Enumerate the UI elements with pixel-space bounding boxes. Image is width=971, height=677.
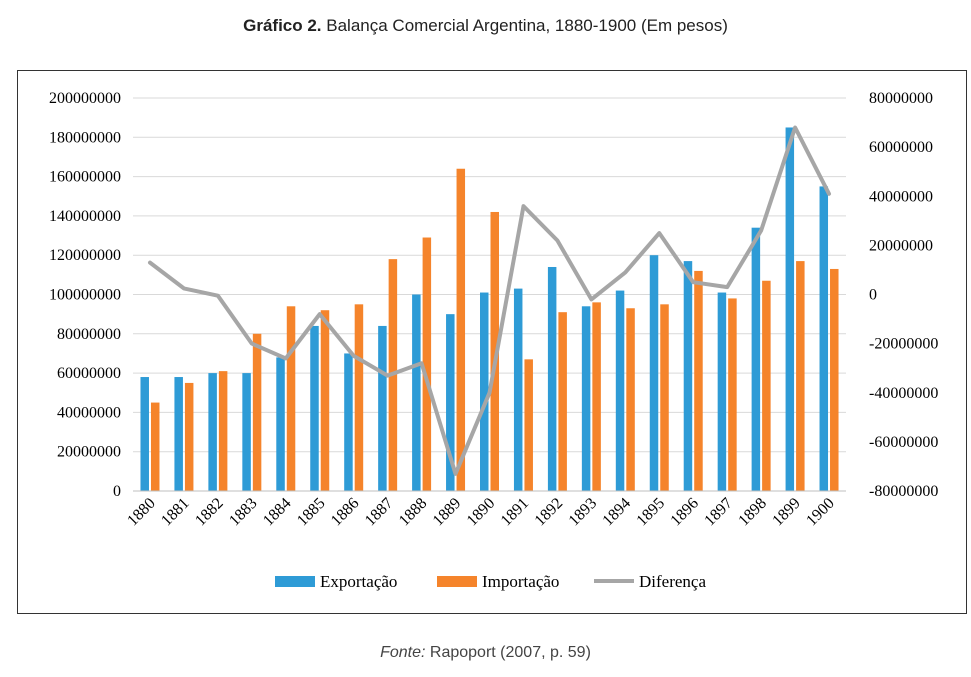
chart-frame: [17, 70, 967, 614]
y-left-tick-label: 120000000: [49, 247, 121, 264]
bar-importacao: [150, 402, 160, 491]
bar-importacao: [354, 304, 364, 491]
x-tick-label: 1881: [158, 495, 193, 530]
bar-exportacao: [208, 373, 217, 491]
x-tick-label: 1896: [667, 495, 702, 530]
bar-importacao: [524, 359, 533, 491]
x-tick-label: 1899: [769, 495, 804, 530]
x-tick-label: 1890: [464, 495, 499, 530]
bar-importacao: [694, 270, 703, 491]
x-tick-label: 1884: [260, 495, 295, 530]
bar-importacao: [320, 310, 330, 491]
bar-exportacao: [480, 292, 489, 491]
x-tick-label: 1883: [226, 495, 261, 530]
x-tick-label: 1888: [396, 495, 431, 530]
bar-importacao: [184, 382, 194, 491]
bar-importacao: [626, 308, 635, 491]
y-right-tick-label: 0: [869, 287, 877, 304]
bar-importacao: [796, 261, 805, 491]
x-tick-label: 1882: [192, 495, 227, 530]
y-right-tick-label: -20000000: [869, 336, 938, 353]
bar-importacao: [660, 304, 669, 491]
y-left-tick-label: 160000000: [49, 169, 121, 186]
bar-exportacao: [547, 266, 557, 491]
bar-importacao: [218, 371, 228, 491]
y-left-tick-label: 20000000: [57, 444, 121, 461]
y-right-tick-label: 20000000: [869, 237, 933, 254]
bar-exportacao: [819, 186, 829, 492]
x-tick-label: 1895: [633, 495, 668, 530]
bar-exportacao: [717, 292, 727, 491]
bar-exportacao: [140, 377, 149, 491]
x-tick-label: 1891: [498, 495, 533, 530]
legend-swatch: [437, 576, 477, 587]
x-tick-label: 1886: [328, 495, 363, 530]
x-tick-label: 1885: [294, 495, 329, 530]
bar-exportacao: [174, 377, 183, 491]
bar-importacao: [490, 211, 499, 491]
chart-title-rest: Balança Comercial Argentina, 1880-1900 (…: [321, 16, 728, 35]
y-right-tick-label: -60000000: [869, 434, 938, 451]
y-right-tick-label: -40000000: [869, 385, 938, 402]
bar-exportacao: [683, 261, 693, 491]
bar-exportacao: [751, 227, 761, 491]
bar-importacao: [422, 237, 432, 491]
bar-exportacao: [344, 353, 353, 491]
source-text: Rapoport (2007, p. 59): [425, 644, 591, 661]
bar-importacao: [762, 280, 771, 491]
chart-title-bold: Gráfico 2.: [243, 16, 322, 35]
legend-swatch: [275, 576, 315, 587]
bar-importacao: [592, 302, 601, 491]
bar-importacao: [558, 312, 567, 491]
x-tick-label: 1898: [735, 495, 770, 530]
bar-importacao: [252, 333, 262, 491]
source-note: Fonte: Rapoport (2007, p. 59): [0, 644, 971, 662]
x-tick-label: 1889: [430, 495, 465, 530]
bar-exportacao: [615, 290, 625, 491]
y-right-tick-label: 80000000: [869, 90, 933, 107]
y-right-tick-label: 60000000: [869, 139, 933, 156]
bar-importacao: [286, 306, 296, 491]
y-left-tick-label: 200000000: [49, 90, 121, 107]
bar-exportacao: [649, 255, 659, 491]
x-tick-label: 1900: [803, 495, 838, 530]
y-left-tick-label: 180000000: [49, 129, 121, 146]
x-tick-label: 1887: [362, 495, 397, 530]
legend-label: Importação: [482, 572, 559, 591]
source-label: Fonte:: [380, 644, 426, 661]
bar-exportacao: [581, 306, 591, 491]
y-left-tick-label: 80000000: [57, 326, 121, 343]
x-tick-label: 1897: [701, 495, 736, 530]
chart-title: Gráfico 2. Balança Comercial Argentina, …: [0, 16, 971, 36]
y-left-tick-label: 100000000: [49, 287, 121, 304]
y-left-tick-label: 0: [113, 483, 121, 500]
line-diferenca: [148, 125, 831, 476]
bar-exportacao: [276, 357, 285, 491]
x-tick-label: 1894: [599, 495, 634, 530]
legend-label: Exportação: [320, 572, 397, 591]
bar-exportacao: [412, 294, 421, 491]
bar-exportacao: [242, 373, 251, 491]
legend-label: Diferença: [639, 572, 706, 591]
x-tick-label: 1880: [124, 495, 159, 530]
y-right-tick-label: -80000000: [869, 483, 938, 500]
bar-exportacao: [310, 325, 319, 491]
bar-exportacao: [446, 314, 455, 491]
bar-importacao: [456, 168, 466, 492]
bar-importacao: [728, 298, 737, 491]
bar-exportacao: [378, 325, 387, 491]
y-right-tick-label: 40000000: [869, 188, 933, 205]
y-left-tick-label: 140000000: [49, 208, 121, 225]
bar-exportacao: [785, 127, 795, 491]
y-left-tick-label: 40000000: [57, 404, 121, 421]
bar-importacao: [830, 268, 839, 491]
y-left-tick-label: 60000000: [57, 365, 121, 382]
x-tick-label: 1892: [532, 495, 567, 530]
bar-exportacao: [513, 288, 523, 491]
x-tick-label: 1893: [566, 495, 601, 530]
